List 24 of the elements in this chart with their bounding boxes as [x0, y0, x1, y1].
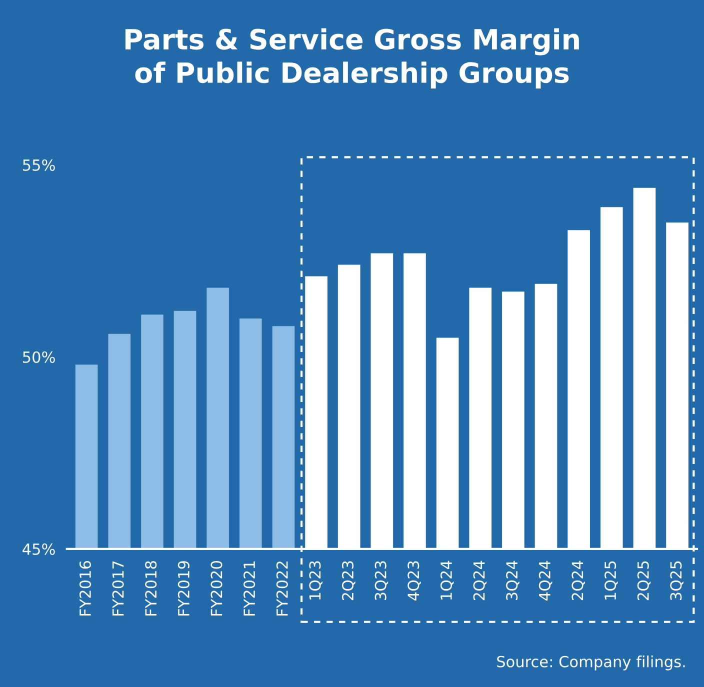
x-tick-label: 2Q23	[342, 561, 356, 600]
x-tick-label: 1Q25	[604, 561, 618, 600]
x-tick-label: 2Q24	[572, 560, 586, 600]
x-tick-label: 3Q23	[374, 561, 388, 600]
x-tick-label: FY2018	[145, 561, 157, 616]
x-tick-label: FY2020	[210, 561, 222, 616]
y-tick-label: 55%	[22, 159, 55, 171]
x-tick-label: FY2016	[79, 560, 92, 616]
source-note: Source: Company filings.	[497, 656, 685, 670]
y-tick-label: 50%	[22, 351, 55, 363]
y-tick-label: 45%	[22, 543, 55, 555]
x-tick-label: FY2019	[178, 561, 190, 616]
x-tick-label: 4Q24	[538, 560, 552, 600]
chart-title: Parts & Service Gross Margin of Public Dealership Groups	[125, 28, 579, 89]
x-tick-label: FY2021	[244, 561, 256, 616]
x-tick-label: 2Q25	[637, 561, 651, 600]
x-tick-label: 1Q24	[440, 560, 454, 600]
x-tick-label: 4Q23	[408, 561, 421, 600]
x-tick-label: FY2017	[112, 561, 124, 616]
x-tick-label: 2Q24	[473, 560, 487, 600]
x-tick-label: 3Q25	[670, 561, 684, 600]
x-tick-label: 1Q23	[309, 561, 322, 600]
x-tick-label: 3Q24	[506, 560, 520, 600]
x-tick-label: FY2022	[276, 562, 288, 616]
